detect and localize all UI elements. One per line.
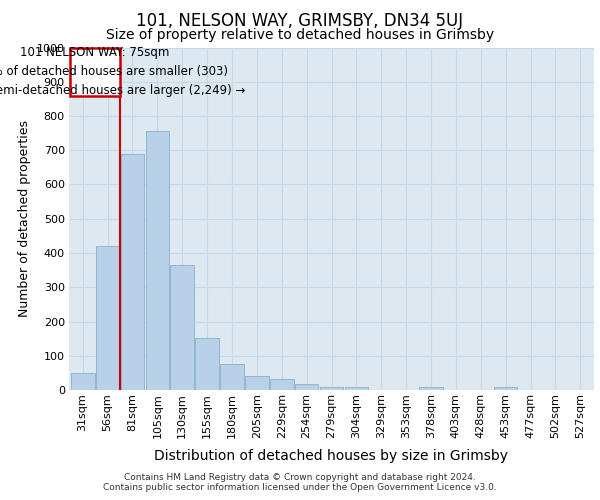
Y-axis label: Number of detached properties: Number of detached properties [18,120,31,318]
Bar [146,130,169,390]
Text: 101, NELSON WAY, GRIMSBY, DN34 5UJ: 101, NELSON WAY, GRIMSBY, DN34 5UJ [136,12,464,30]
X-axis label: Distribution of detached houses by size in Grimsby: Distribution of detached houses by size … [155,449,509,463]
Bar [170,265,194,390]
Bar [419,386,443,390]
Bar [71,373,95,390]
Bar [96,246,119,390]
Bar [344,386,368,390]
Bar [245,376,269,390]
Bar [220,364,244,390]
FancyBboxPatch shape [70,48,120,96]
Bar [270,378,293,390]
Bar [295,384,319,390]
Text: 101 NELSON WAY: 75sqm
← 12% of detached houses are smaller (303)
87% of semi-det: 101 NELSON WAY: 75sqm ← 12% of detached … [0,46,245,98]
Bar [320,386,343,390]
Bar [121,154,144,390]
Text: Size of property relative to detached houses in Grimsby: Size of property relative to detached ho… [106,28,494,42]
Text: Contains HM Land Registry data © Crown copyright and database right 2024.
Contai: Contains HM Land Registry data © Crown c… [103,473,497,492]
Bar [494,386,517,390]
Bar [195,338,219,390]
